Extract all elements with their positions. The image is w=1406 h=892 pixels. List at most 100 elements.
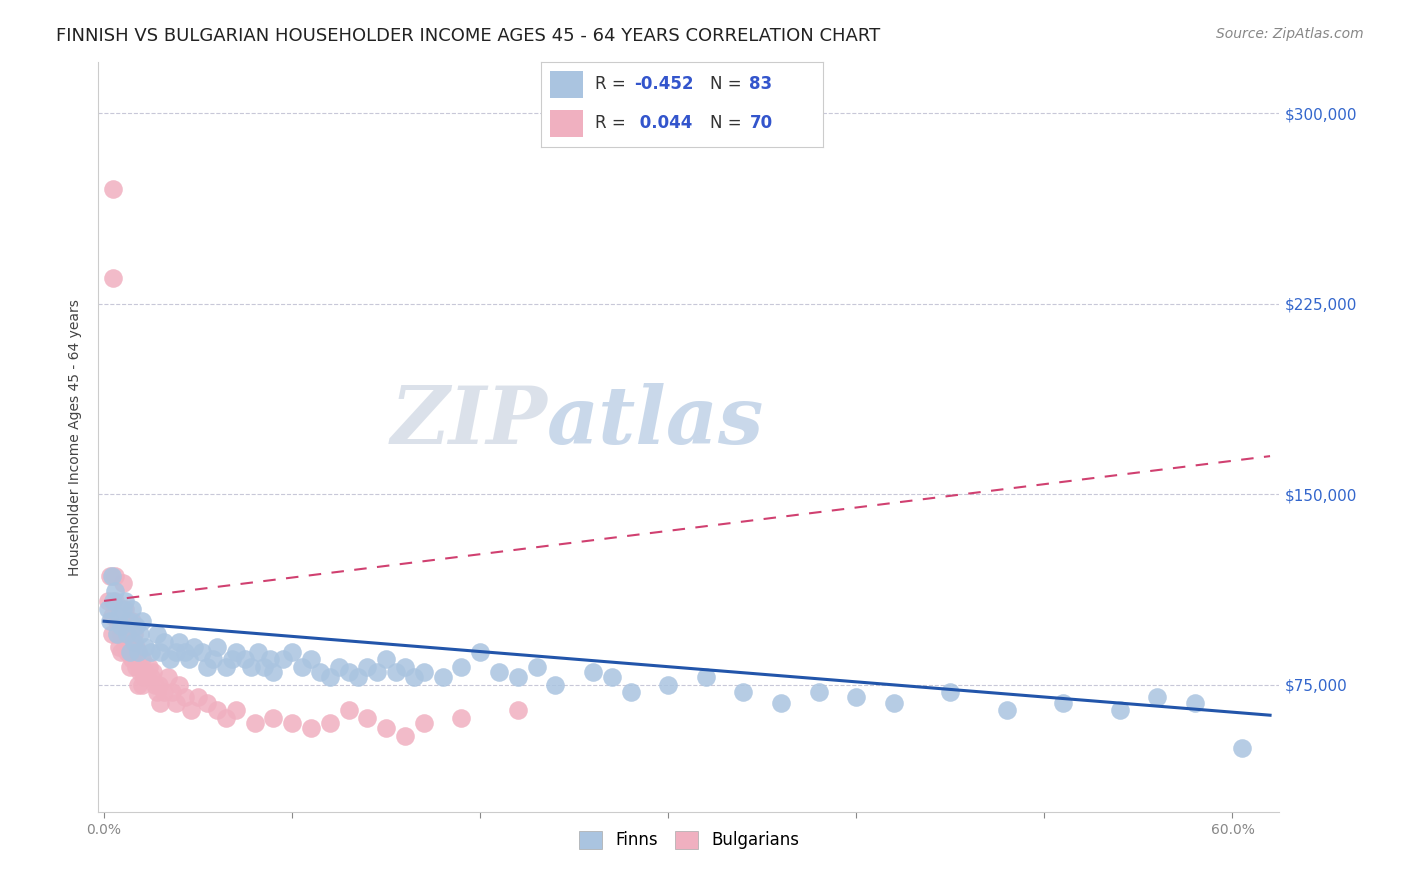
Point xyxy=(131,678,153,692)
Point xyxy=(125,640,148,654)
Point xyxy=(1230,741,1253,756)
Point xyxy=(197,660,219,674)
Text: 0.044: 0.044 xyxy=(634,114,693,132)
Point xyxy=(375,652,398,666)
Point xyxy=(165,645,187,659)
Point xyxy=(169,634,191,648)
Point xyxy=(100,609,122,624)
Point xyxy=(145,627,167,641)
Point xyxy=(582,665,605,679)
Point xyxy=(356,711,378,725)
Point xyxy=(995,703,1018,717)
Point xyxy=(148,678,170,692)
Point xyxy=(356,660,378,674)
Point xyxy=(1052,696,1074,710)
Point xyxy=(807,685,830,699)
Point xyxy=(243,715,266,730)
Point xyxy=(97,601,120,615)
Point xyxy=(174,645,197,659)
Point xyxy=(394,729,416,743)
Point xyxy=(121,614,143,628)
Point xyxy=(225,703,247,717)
Point xyxy=(132,670,155,684)
Point xyxy=(103,594,125,608)
Text: 70: 70 xyxy=(749,114,772,132)
Point xyxy=(143,678,166,692)
Point xyxy=(215,711,238,725)
Point xyxy=(131,614,153,628)
Point xyxy=(120,660,142,674)
Point xyxy=(404,670,426,684)
Point xyxy=(114,640,136,654)
Text: -0.452: -0.452 xyxy=(634,76,693,94)
Point xyxy=(115,627,138,641)
Point xyxy=(337,665,360,679)
Point xyxy=(205,703,228,717)
Point xyxy=(883,696,905,710)
Point xyxy=(215,660,238,674)
Point xyxy=(100,627,122,641)
Text: FINNISH VS BULGARIAN HOUSEHOLDER INCOME AGES 45 - 64 YEARS CORRELATION CHART: FINNISH VS BULGARIAN HOUSEHOLDER INCOME … xyxy=(56,27,880,45)
Point xyxy=(103,182,125,196)
Point xyxy=(120,634,142,648)
Point xyxy=(98,614,121,628)
Point xyxy=(262,665,284,679)
Point xyxy=(191,645,214,659)
Legend: Finns, Bulgarians: Finns, Bulgarians xyxy=(572,824,806,855)
Point xyxy=(139,645,162,659)
Point xyxy=(145,685,167,699)
Text: R =: R = xyxy=(595,114,631,132)
Point xyxy=(375,721,398,735)
Point xyxy=(187,690,209,705)
Point xyxy=(125,619,148,633)
Point xyxy=(128,665,150,679)
Point xyxy=(110,619,132,633)
Point xyxy=(432,670,454,684)
Point xyxy=(142,665,165,679)
Point xyxy=(134,640,156,654)
Point xyxy=(159,652,181,666)
Point xyxy=(117,627,139,641)
Point xyxy=(169,678,191,692)
Point xyxy=(657,678,679,692)
Point xyxy=(412,665,434,679)
Text: Source: ZipAtlas.com: Source: ZipAtlas.com xyxy=(1216,27,1364,41)
Point xyxy=(115,619,138,633)
Point xyxy=(97,594,120,608)
Point xyxy=(394,660,416,674)
Text: atlas: atlas xyxy=(547,384,765,461)
Point xyxy=(156,670,179,684)
Point xyxy=(111,614,134,628)
Point xyxy=(281,715,304,730)
Point xyxy=(115,645,138,659)
Point xyxy=(153,634,176,648)
Point xyxy=(121,601,143,615)
Point xyxy=(384,665,406,679)
Point xyxy=(233,652,256,666)
Point xyxy=(1108,703,1130,717)
Point xyxy=(121,652,143,666)
Point xyxy=(183,640,205,654)
Point xyxy=(225,645,247,659)
Point xyxy=(139,670,162,684)
Point xyxy=(328,660,350,674)
Point xyxy=(620,685,643,699)
Point xyxy=(221,652,243,666)
Text: N =: N = xyxy=(710,114,747,132)
Text: R =: R = xyxy=(595,76,631,94)
Point xyxy=(103,271,125,285)
Point xyxy=(309,665,332,679)
Point xyxy=(180,703,202,717)
Point xyxy=(149,696,172,710)
Point xyxy=(117,614,139,628)
Point xyxy=(160,685,183,699)
Point xyxy=(450,711,472,725)
Point xyxy=(111,576,134,591)
Point xyxy=(695,670,717,684)
FancyBboxPatch shape xyxy=(550,71,583,98)
Point xyxy=(299,652,322,666)
Point xyxy=(110,645,132,659)
Text: ZIP: ZIP xyxy=(391,384,547,461)
Point xyxy=(98,568,121,582)
Point xyxy=(104,568,127,582)
